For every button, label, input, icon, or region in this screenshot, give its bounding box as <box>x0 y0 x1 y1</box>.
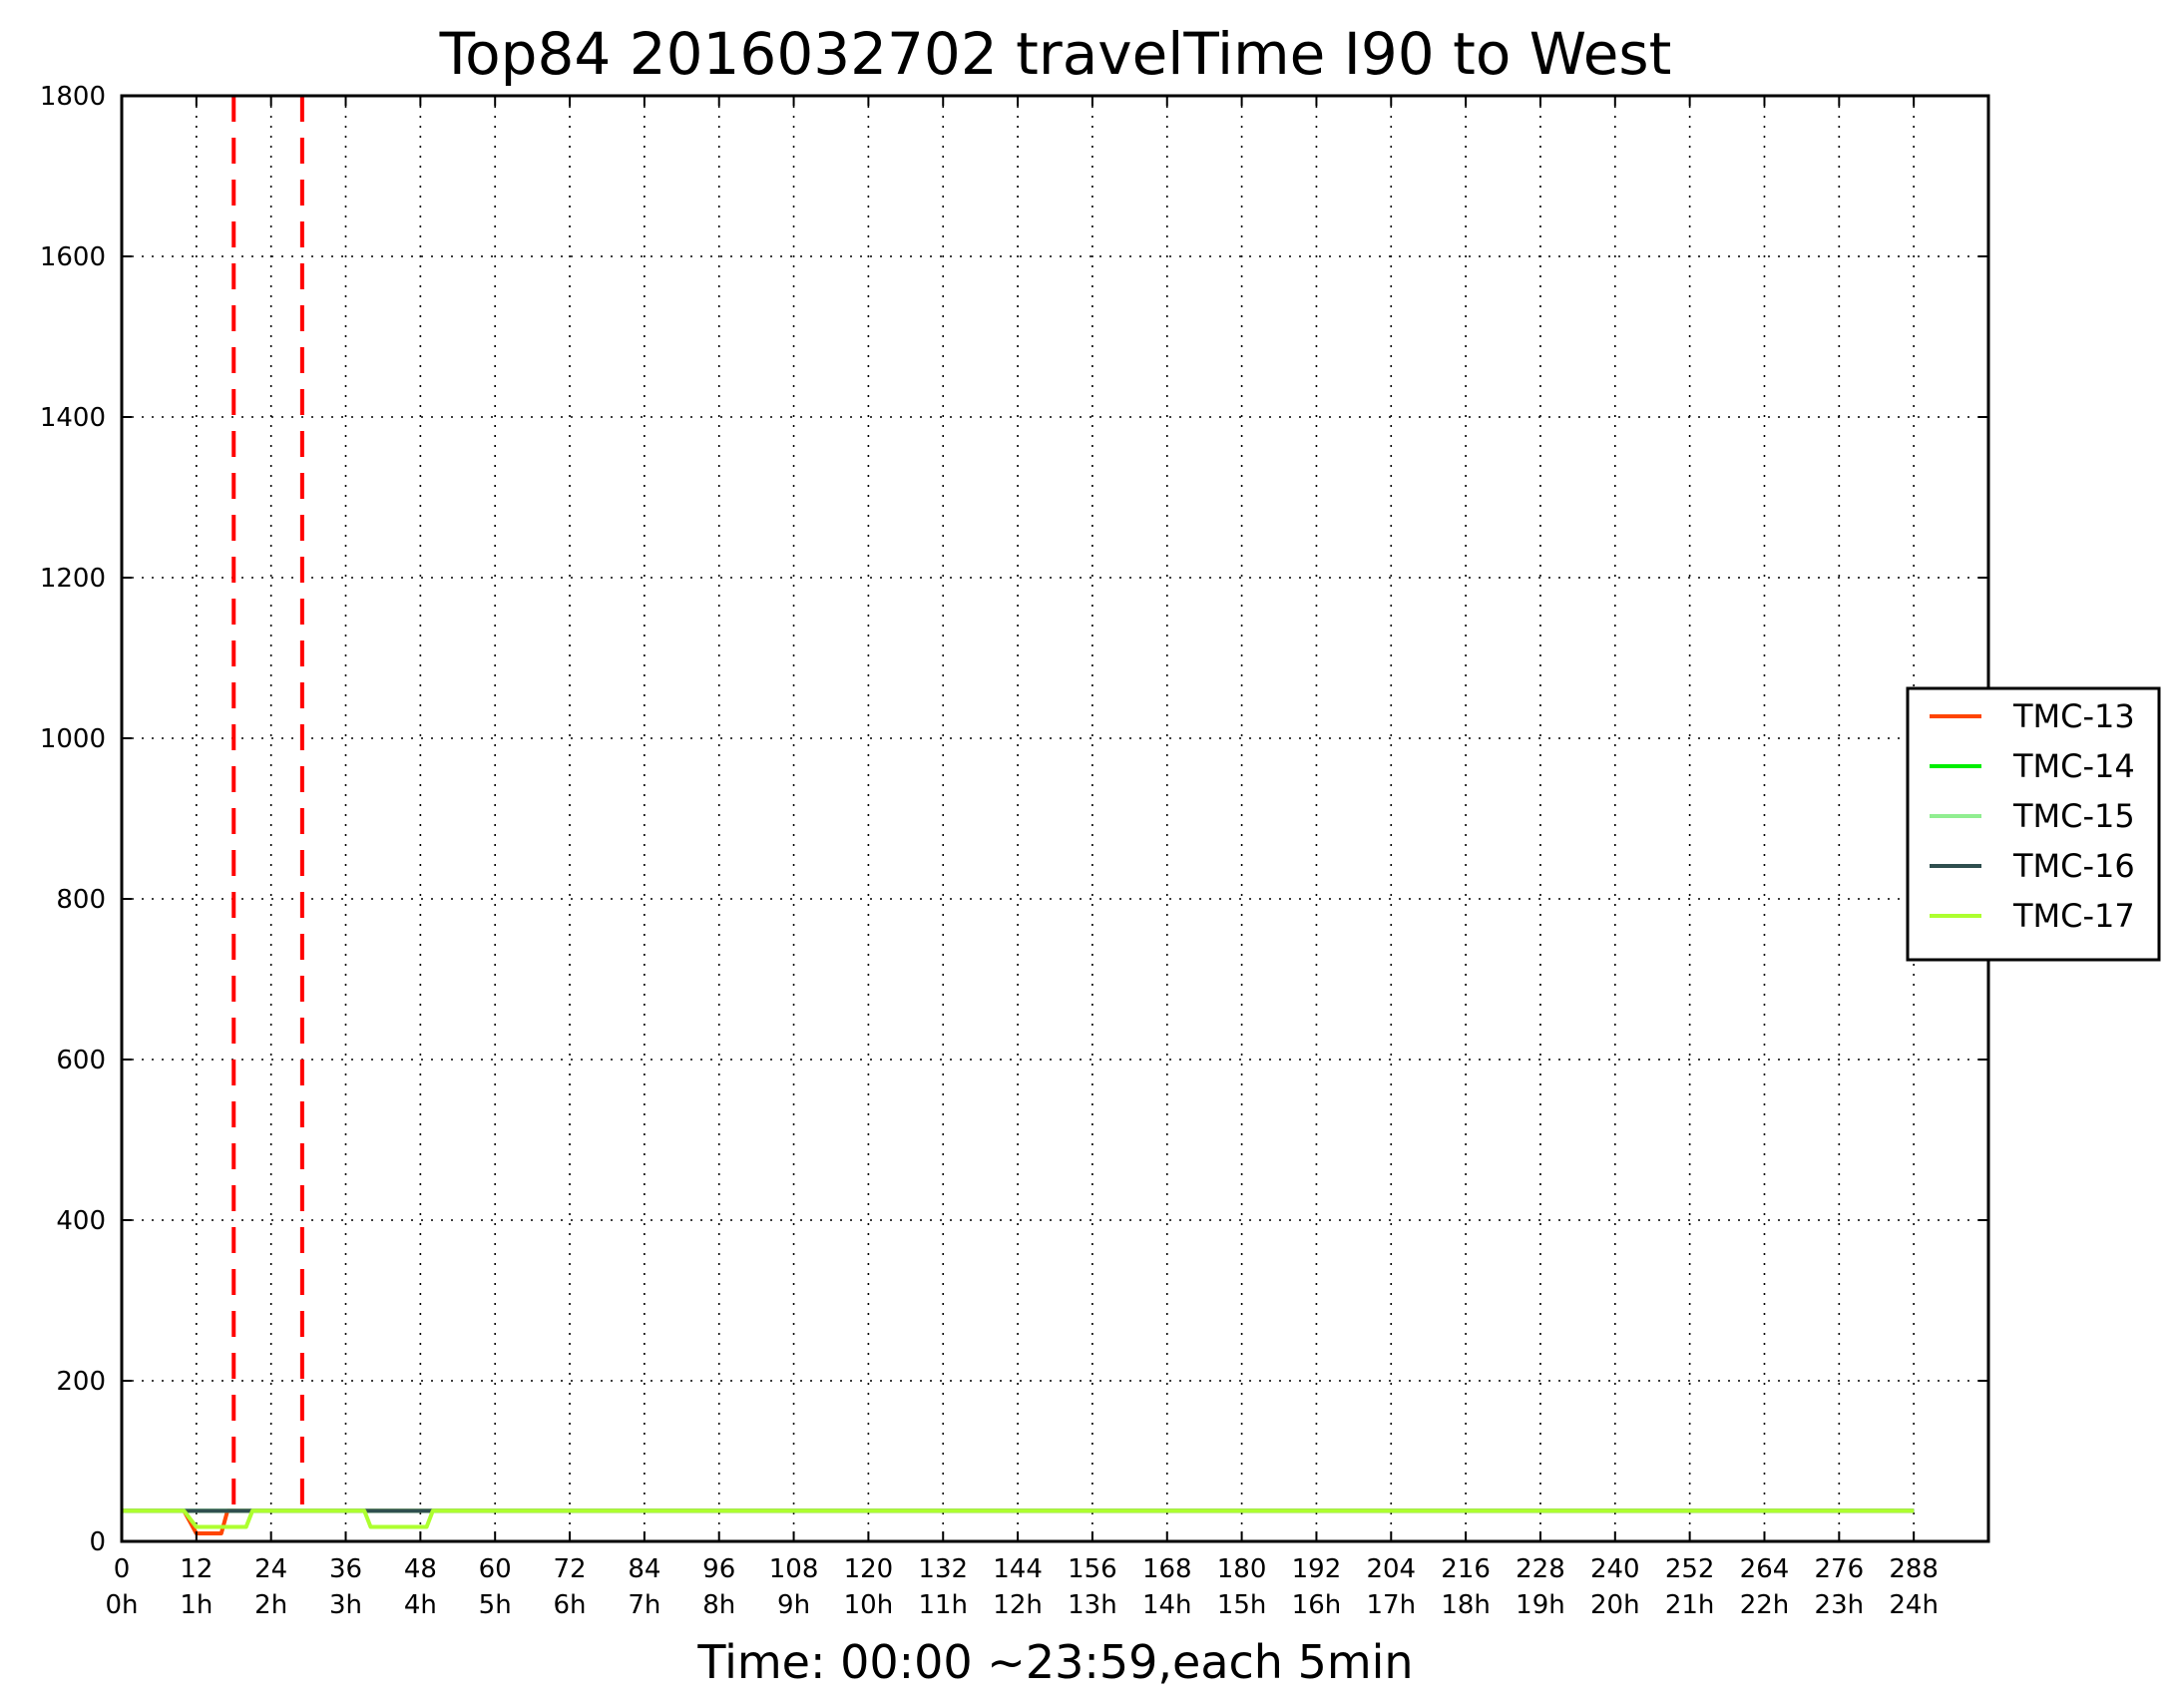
x-tick-label: 24 <box>254 1554 287 1584</box>
x-tick-hour-label: 15h <box>1217 1590 1267 1620</box>
y-tick-label: 1800 <box>40 82 106 112</box>
x-tick-label: 252 <box>1665 1554 1715 1584</box>
x-tick-label: 36 <box>329 1554 362 1584</box>
x-tick-label: 72 <box>553 1554 586 1584</box>
x-tick-hour-label: 12h <box>993 1590 1043 1620</box>
x-tick-label: 84 <box>628 1554 660 1584</box>
x-tick-hour-label: 0h <box>105 1590 138 1620</box>
legend-label: TMC-15 <box>2012 797 2135 835</box>
x-tick-hour-label: 21h <box>1665 1590 1715 1620</box>
x-tick-label: 240 <box>1590 1554 1640 1584</box>
x-tick-hour-label: 24h <box>1889 1590 1939 1620</box>
x-tick-label: 120 <box>844 1554 894 1584</box>
x-tick-hour-label: 2h <box>254 1590 287 1620</box>
plot-area <box>120 94 1990 1543</box>
y-tick-label: 1400 <box>40 403 106 433</box>
x-tick-label: 276 <box>1814 1554 1864 1584</box>
y-tick-label: 1600 <box>40 242 106 272</box>
x-tick-hour-label: 10h <box>844 1590 894 1620</box>
x-tick-hour-label: 11h <box>918 1590 968 1620</box>
x-tick-label: 264 <box>1740 1554 1790 1584</box>
x-tick-label: 216 <box>1441 1554 1491 1584</box>
x-tick-label: 0 <box>114 1554 131 1584</box>
x-axis: 0 0h 12 1h 24 2h 36 3h 48 4h 60 5h 72 6h 84 7h 96 8h 108 9h… <box>105 96 1939 1620</box>
y-tick-label: 600 <box>56 1046 106 1075</box>
chart-title: Top84 2016032702 travelTime I90 to West <box>439 20 1672 88</box>
x-tick-hour-label: 6h <box>554 1590 587 1620</box>
x-tick-hour-label: 17h <box>1366 1590 1416 1620</box>
legend-label: TMC-16 <box>2012 847 2135 885</box>
y-tick-label: 200 <box>56 1367 106 1397</box>
y-tick-label: 0 <box>89 1527 106 1557</box>
x-tick-hour-label: 18h <box>1441 1590 1491 1620</box>
x-tick-label: 108 <box>769 1554 819 1584</box>
x-tick-hour-label: 14h <box>1142 1590 1192 1620</box>
x-tick-label: 48 <box>404 1554 437 1584</box>
x-tick-label: 180 <box>1217 1554 1267 1584</box>
x-tick-hour-label: 23h <box>1815 1590 1865 1620</box>
y-tick-label: 1000 <box>40 724 106 754</box>
x-tick-hour-label: 8h <box>702 1590 735 1620</box>
x-tick-hour-label: 20h <box>1590 1590 1640 1620</box>
y-tick-label: 1200 <box>40 564 106 594</box>
y-tick-label: 800 <box>56 885 106 915</box>
x-tick-label: 228 <box>1516 1554 1565 1584</box>
x-tick-label: 132 <box>918 1554 968 1584</box>
x-tick-hour-label: 19h <box>1516 1590 1565 1620</box>
x-tick-label: 168 <box>1142 1554 1192 1584</box>
x-tick-hour-label: 9h <box>777 1590 810 1620</box>
x-tick-label: 144 <box>993 1554 1043 1584</box>
x-tick-label: 192 <box>1292 1554 1342 1584</box>
grid <box>121 95 1988 1542</box>
series-line-tmc-17 <box>122 1508 1915 1529</box>
x-tick-label: 96 <box>702 1554 735 1584</box>
x-tick-label: 12 <box>180 1554 213 1584</box>
x-tick-hour-label: 7h <box>628 1590 660 1620</box>
legend-label: TMC-14 <box>2012 747 2135 785</box>
x-tick-label: 156 <box>1068 1554 1117 1584</box>
event-markers <box>231 96 304 1511</box>
legend: TMC-13 TMC-14 TMC-15 TMC-16 TMC-17 <box>1906 686 2161 962</box>
x-tick-label: 288 <box>1889 1554 1939 1584</box>
x-tick-hour-label: 4h <box>404 1590 437 1620</box>
y-tick-label: 400 <box>56 1206 106 1236</box>
x-tick-hour-label: 22h <box>1740 1590 1790 1620</box>
legend-label: TMC-17 <box>2012 897 2135 935</box>
x-tick-hour-label: 3h <box>329 1590 362 1620</box>
x-tick-hour-label: 5h <box>479 1590 512 1620</box>
y-axis: 0 200 400 600 800 1000 1200 1400 1600 1800 <box>40 82 1988 1557</box>
x-tick-hour-label: 13h <box>1068 1590 1117 1620</box>
x-axis-label: Time: 00:00 ~23:59,each 5min <box>696 1635 1413 1689</box>
series-lines <box>122 1508 1915 1535</box>
legend-label: TMC-13 <box>2012 697 2135 735</box>
x-tick-label: 60 <box>479 1554 512 1584</box>
x-tick-hour-label: 16h <box>1292 1590 1342 1620</box>
x-tick-hour-label: 1h <box>180 1590 213 1620</box>
x-tick-label: 204 <box>1366 1554 1416 1584</box>
